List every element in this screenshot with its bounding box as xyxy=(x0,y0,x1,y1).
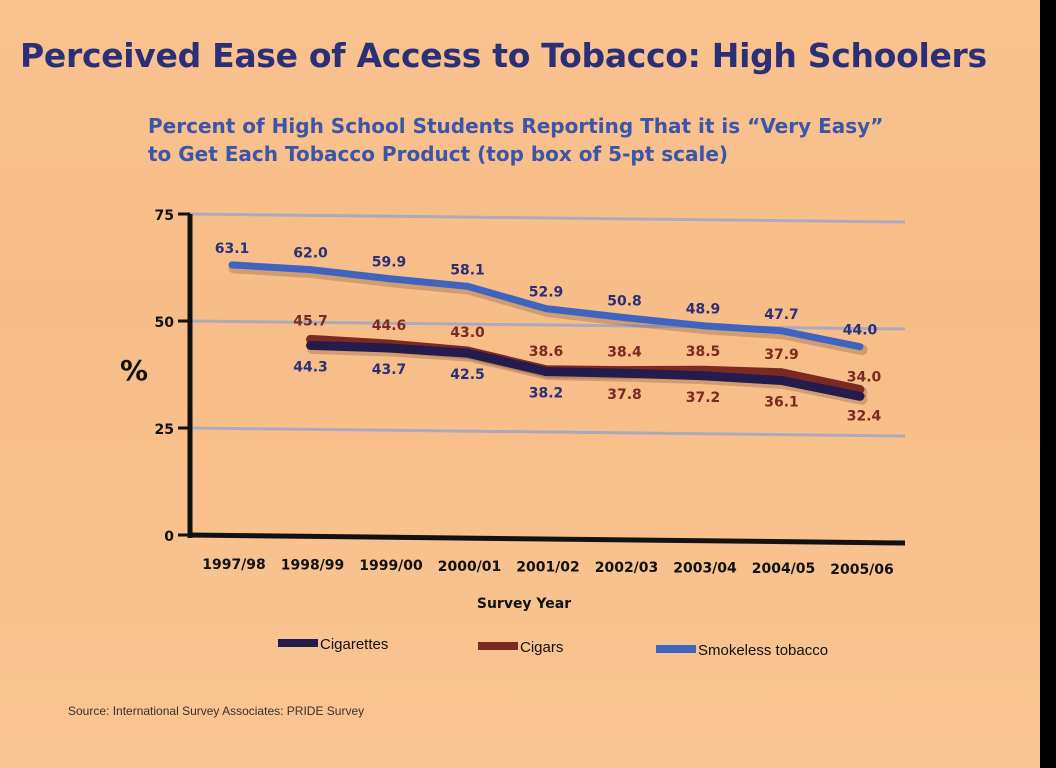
data-label-cigarettes-2005-06: 32.4 xyxy=(847,408,882,424)
data-label-smokeless-tobacco-1998-99: 62.0 xyxy=(293,246,328,262)
point-cigarettes-2002-03 xyxy=(620,368,629,378)
point-smokeless-tobacco-1997-98 xyxy=(228,261,236,269)
subtitle-line-2: to Get Each Tobacco Product (top box of … xyxy=(148,142,729,166)
data-label-smokeless-tobacco-1997-98: 63.1 xyxy=(215,241,250,257)
y-tick-label: 0 xyxy=(164,529,174,545)
series-lines xyxy=(228,261,868,405)
data-label-cigars-1998-99: 45.7 xyxy=(293,313,328,329)
chart-subtitle: Percent of High School Students Reportin… xyxy=(148,112,1008,168)
data-label-smokeless-tobacco-2004-05: 47.7 xyxy=(764,307,799,323)
data-label-cigarettes-2001-02: 38.2 xyxy=(529,386,564,402)
x-tick-label-2003-04: 2003/04 xyxy=(673,561,737,577)
x-tick-label-2002-03: 2002/03 xyxy=(595,560,659,576)
legend-label-cigarettes: Cigarettes xyxy=(320,636,388,653)
data-label-smokeless-tobacco-1999-00: 59.9 xyxy=(372,255,407,271)
point-smokeless-tobacco-2001-02 xyxy=(542,305,550,313)
data-label-smokeless-tobacco-2002-03: 50.8 xyxy=(607,294,642,310)
x-tick-label-1998-99: 1998/99 xyxy=(281,558,345,574)
x-axis xyxy=(187,532,906,546)
legend-swatch-cigars xyxy=(478,642,518,650)
point-smokeless-tobacco-2004-05 xyxy=(778,327,785,335)
data-label-cigarettes-2004-05: 36.1 xyxy=(764,395,799,411)
legend-item-cigarettes: Cigarettes xyxy=(278,636,388,653)
x-axis-label: Survey Year xyxy=(477,596,571,612)
point-cigarettes-2005-06 xyxy=(855,391,865,401)
point-cigarettes-2003-04 xyxy=(698,371,708,381)
data-label-cigars-2003-04: 38.5 xyxy=(686,344,721,360)
data-label-cigars-2000-01: 43.0 xyxy=(450,325,485,341)
data-labels: 44.3 43.7 42.5 38.2 37.8 37.2 36.1 32.4 45.7 44.6… xyxy=(215,241,882,424)
data-label-cigars-2001-02: 38.6 xyxy=(529,344,564,360)
axes: 0 25 50 75% 1997/98 1998/99 1999/00 2000/01 2001… xyxy=(120,208,906,612)
series-line-cigarettes xyxy=(310,340,861,401)
y-tick-label: 25 xyxy=(155,422,174,438)
legend-swatch-smokeless-tobacco xyxy=(656,645,696,653)
subtitle-line-1: Percent of High School Students Reportin… xyxy=(148,114,884,138)
x-tick-label-2001-02: 2001/02 xyxy=(516,559,580,575)
point-cigarettes-1998-99 xyxy=(306,340,315,350)
data-label-smokeless-tobacco-2000-01: 58.1 xyxy=(450,262,485,278)
y-tick-label: 50 xyxy=(155,315,175,331)
legend-label-cigars: Cigars xyxy=(520,639,563,656)
y-axis-label: % xyxy=(120,354,148,387)
x-tick-label-2000-01: 2000/01 xyxy=(438,559,502,575)
chart-title: Perceived Ease of Access to Tobacco: Hig… xyxy=(20,36,987,75)
data-label-cigarettes-1998-99: 44.3 xyxy=(293,359,328,375)
legend-item-smokeless-tobacco: Smokeless tobacco xyxy=(656,642,828,659)
gridline-25 xyxy=(189,426,906,438)
data-label-cigars-2002-03: 38.4 xyxy=(607,345,642,361)
legend-label-smokeless-tobacco: Smokeless tobacco xyxy=(698,642,828,659)
x-tick-label-1999-00: 1999/00 xyxy=(359,558,423,574)
point-smokeless-tobacco-2003-04 xyxy=(699,322,707,330)
source-note: Source: International Survey Associates:… xyxy=(68,704,365,718)
point-cigarettes-2004-05 xyxy=(777,376,786,385)
point-smokeless-tobacco-2002-03 xyxy=(621,314,628,322)
y-tick-label: 75 xyxy=(155,208,174,224)
data-label-cigarettes-2000-01: 42.5 xyxy=(450,367,485,383)
x-tick-label-2005-06: 2005/06 xyxy=(830,562,894,578)
legend: Cigarettes Cigars Smokeless tobacco xyxy=(278,636,828,659)
x-tick-label-2004-05: 2004/05 xyxy=(752,561,816,577)
legend-item-cigars: Cigars xyxy=(478,639,563,656)
gridlines xyxy=(189,212,906,438)
data-label-smokeless-tobacco-2003-04: 48.9 xyxy=(686,302,721,318)
data-label-cigarettes-1999-00: 43.7 xyxy=(372,362,407,378)
data-label-smokeless-tobacco-2005-06: 44.0 xyxy=(843,323,878,339)
data-label-cigarettes-2003-04: 37.2 xyxy=(686,390,721,406)
gridline-50 xyxy=(189,319,906,331)
point-smokeless-tobacco-2005-06 xyxy=(856,343,864,351)
x-tick-label-1997-98: 1997/98 xyxy=(202,557,266,573)
point-smokeless-tobacco-1999-00 xyxy=(385,275,393,283)
legend-swatch-cigarettes xyxy=(278,639,318,647)
point-cigarettes-2000-01 xyxy=(463,348,472,358)
data-label-smokeless-tobacco-2001-02: 52.9 xyxy=(529,285,564,301)
data-label-cigarettes-2002-03: 37.8 xyxy=(607,387,642,403)
data-label-cigars-1999-00: 44.6 xyxy=(372,318,407,334)
data-label-cigars-2004-05: 37.9 xyxy=(764,347,799,363)
point-cigarettes-2001-02 xyxy=(541,367,551,376)
point-cigars-2004-05 xyxy=(777,368,786,378)
point-smokeless-tobacco-1998-99 xyxy=(307,266,314,274)
point-cigarettes-1999-00 xyxy=(384,343,394,353)
data-label-cigars-2005-06: 34.0 xyxy=(847,370,882,386)
point-smokeless-tobacco-2000-01 xyxy=(464,282,471,290)
gridline-75 xyxy=(189,212,906,224)
